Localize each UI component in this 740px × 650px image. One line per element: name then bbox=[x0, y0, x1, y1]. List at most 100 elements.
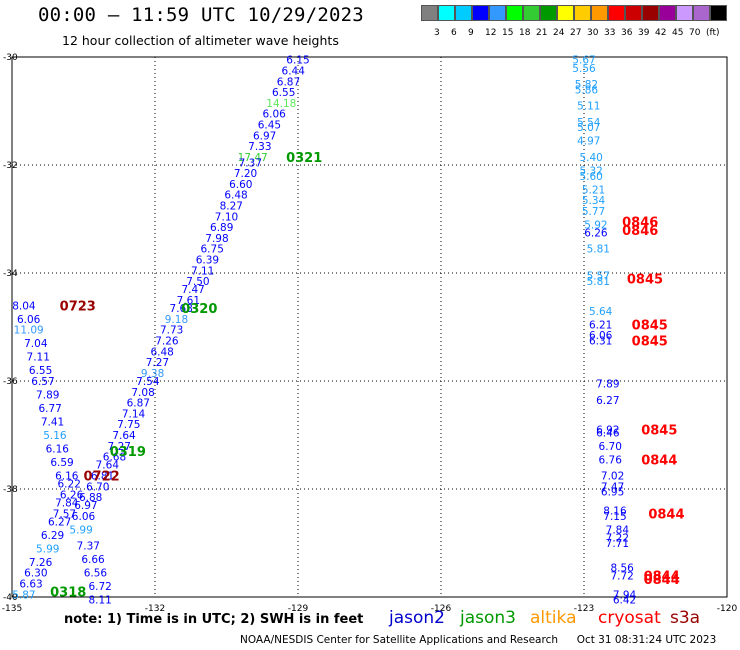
lon-tick-label: -126 bbox=[431, 604, 452, 614]
pass-time-label: 0846 bbox=[622, 216, 658, 231]
swh-value-label: 5.81 bbox=[587, 276, 610, 288]
lon-tick-label: -120 bbox=[717, 604, 738, 614]
colorbar-swatch bbox=[625, 5, 642, 21]
swh-value-label: 7.84 bbox=[55, 498, 79, 510]
swh-value-label: 7.84 bbox=[606, 525, 630, 537]
lon-tick-label: -132 bbox=[145, 604, 165, 614]
swh-value-label: 8.04 bbox=[12, 300, 36, 312]
swh-value-label: 7.33 bbox=[248, 141, 271, 153]
colorbar-label: 39 bbox=[638, 28, 650, 38]
swh-value-label: 6.76 bbox=[599, 454, 623, 466]
pass-time-label: 0320 bbox=[181, 302, 217, 317]
swh-value-label: 6.16 bbox=[46, 444, 70, 456]
swh-value-label: 6.59 bbox=[50, 457, 73, 469]
map-frame bbox=[11, 56, 728, 598]
swh-value-label: 7.73 bbox=[160, 325, 183, 337]
pass-time-label: 0319 bbox=[110, 445, 146, 460]
swh-value-label: 6.22 bbox=[58, 479, 81, 491]
swh-value-label: 7.54 bbox=[136, 376, 160, 388]
swh-value-label: 6.77 bbox=[38, 403, 61, 415]
colorbar: 3 6 9 12 15 18 21 24 27 30 33 36 39 42 45 70 (ft) bbox=[421, 5, 727, 41]
lat-tick-label: -36 bbox=[3, 377, 18, 387]
swh-value-label: 6.44 bbox=[282, 66, 306, 78]
swh-value-label: 5.54 bbox=[577, 117, 601, 129]
colorbar-swatch bbox=[642, 5, 659, 21]
pass-time-label: 0845 bbox=[627, 272, 663, 287]
colorbar-label: 70 bbox=[689, 28, 701, 38]
note-text: note: 1) Time is in UTC; 2) SWH is in fe… bbox=[64, 612, 364, 627]
pass-time-label: 0321 bbox=[286, 151, 322, 166]
swh-value-label: 6.75 bbox=[201, 244, 224, 256]
swh-value-label: 7.47 bbox=[601, 481, 624, 493]
swh-value-label: 17.47 bbox=[238, 152, 268, 164]
colorbar-swatch bbox=[608, 5, 625, 21]
swh-value-label: 7.41 bbox=[41, 417, 64, 429]
legend-item-jason3: jason3 bbox=[460, 608, 516, 628]
swh-value-label: 7.22 bbox=[606, 533, 629, 545]
swh-value-label: 5.99 bbox=[69, 525, 92, 537]
colorbar-swatch bbox=[659, 5, 676, 21]
swh-value-label: 14.18 bbox=[266, 98, 296, 110]
swh-value-label: 6.16 bbox=[55, 471, 79, 483]
swh-value-label: 6.06 bbox=[262, 109, 286, 121]
colorbar-label: 15 bbox=[502, 28, 514, 38]
colorbar-label: 6 bbox=[451, 28, 457, 38]
swh-value-label: 6.97 bbox=[253, 130, 276, 142]
swh-value-label: 6.57 bbox=[31, 376, 54, 388]
swh-value-label: 7.75 bbox=[117, 419, 140, 431]
swh-value-label: 6.60 bbox=[229, 179, 252, 191]
swh-value-label: 7.47 bbox=[181, 284, 204, 296]
swh-value-label: 5.60 bbox=[579, 171, 602, 183]
swh-value-label: 7.89 bbox=[36, 390, 59, 402]
swh-value-label: 7.15 bbox=[603, 511, 626, 523]
swh-value-label: 6.26 bbox=[584, 228, 608, 240]
swh-value-label: 5.64 bbox=[589, 306, 613, 318]
colorbar-swatch bbox=[421, 5, 438, 21]
swh-value-label: 6.42 bbox=[613, 595, 636, 607]
swh-value-label: 7.26 bbox=[155, 336, 179, 348]
swh-value-label: 5.82 bbox=[575, 79, 598, 91]
pass-time-label: 0723 bbox=[60, 299, 96, 314]
swh-value-label: 6.55 bbox=[29, 365, 52, 377]
swh-value-label: 7.71 bbox=[606, 538, 629, 550]
swh-value-label: 5.92 bbox=[584, 219, 607, 231]
pass-time-label: 0722 bbox=[84, 470, 120, 485]
swh-value-label: 5.40 bbox=[579, 152, 602, 164]
colorbar-swatch bbox=[455, 5, 472, 21]
colorbar-label: 21 bbox=[536, 28, 548, 38]
swh-value-label: 5.77 bbox=[582, 206, 605, 218]
swh-value-label: 6.88 bbox=[79, 492, 102, 504]
swh-value-label: 7.04 bbox=[24, 338, 48, 350]
lon-tick-label: -135 bbox=[2, 604, 22, 614]
swh-value-label: 5.34 bbox=[582, 195, 606, 207]
swh-value-label: 5.07 bbox=[577, 122, 600, 134]
lat-tick-label: -40 bbox=[3, 593, 18, 603]
swh-value-label: 7.37 bbox=[239, 157, 262, 169]
swh-value-label: 6.06 bbox=[589, 330, 613, 342]
colorbar-swatch bbox=[489, 5, 506, 21]
swh-value-label: 5.32 bbox=[579, 165, 602, 177]
swh-value-label: 7.08 bbox=[131, 387, 154, 399]
swh-value-label: 5.16 bbox=[43, 430, 67, 442]
legend-item-s3a: s3a bbox=[670, 608, 701, 628]
swh-value-label: 6.81 bbox=[91, 471, 114, 483]
swh-value-label: 7.72 bbox=[610, 570, 633, 582]
swh-value-label: 5.56 bbox=[572, 63, 596, 75]
swh-value-label: 6.27 bbox=[596, 395, 619, 407]
swh-value-label: 6.26 bbox=[60, 489, 84, 501]
swh-value-label: 6.70 bbox=[86, 481, 109, 493]
colorbar-label: 42 bbox=[655, 28, 667, 38]
swh-value-label: 6.21 bbox=[589, 319, 612, 331]
lat-tick-label: -38 bbox=[3, 485, 18, 495]
swh-value-label: 6.06 bbox=[17, 314, 41, 326]
colorbar-label: 3 bbox=[434, 28, 440, 38]
swh-value-label: 5.57 bbox=[587, 271, 610, 283]
swh-value-label: 7.61 bbox=[177, 295, 200, 307]
colorbar-label: 30 bbox=[587, 28, 599, 38]
colorbar-swatch bbox=[574, 5, 591, 21]
swh-value-label: 7.11 bbox=[191, 265, 214, 277]
page-title: 00:00 – 11:59 UTC 10/29/2023 bbox=[38, 4, 364, 26]
swh-value-label: 7.64 bbox=[112, 430, 136, 442]
swh-value-label: 5.99 bbox=[36, 543, 59, 555]
